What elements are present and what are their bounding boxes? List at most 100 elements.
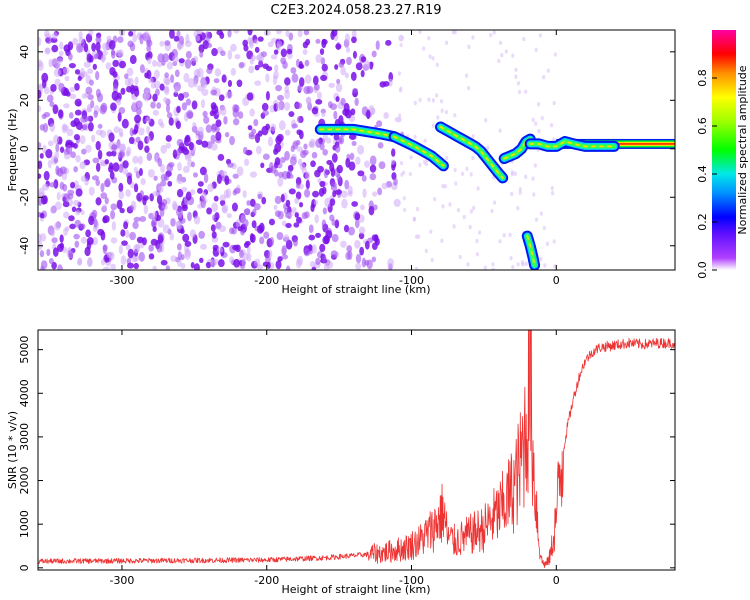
noise-speck [81, 148, 87, 155]
faint-speck [553, 52, 557, 57]
noise-speck [38, 233, 42, 243]
noise-speck [352, 87, 358, 94]
noise-speck [108, 132, 115, 142]
noise-speck [304, 59, 310, 67]
noise-speck [119, 207, 125, 214]
noise-speck [73, 180, 79, 190]
noise-speck [288, 111, 295, 117]
noise-speck [330, 103, 338, 111]
noise-speck [69, 93, 77, 100]
noise-speck [287, 169, 292, 177]
bottom-y-tick-label: 5000 [18, 336, 31, 364]
noise-speck [222, 241, 230, 248]
noise-speck [322, 256, 327, 263]
faint-speck [475, 238, 479, 244]
noise-speck [231, 202, 238, 212]
noise-speck [331, 153, 338, 163]
noise-speck [185, 50, 192, 59]
noise-speck [330, 250, 338, 258]
noise-speck [197, 181, 204, 187]
faint-speck [456, 207, 461, 213]
noise-speck [39, 124, 45, 131]
noise-speck [91, 134, 96, 143]
bottom-y-ticks: 0 1000 2000 3000 4000 5000 [18, 336, 675, 571]
noise-speck [227, 49, 233, 60]
noise-speck [321, 38, 327, 49]
noise-speck [206, 42, 213, 49]
noise-speck [300, 150, 307, 159]
noise-speck [220, 50, 226, 57]
noise-speck [181, 102, 188, 111]
noise-speck [291, 207, 297, 214]
noise-speck [281, 170, 289, 180]
noise-speck [363, 60, 371, 71]
faint-speck [439, 99, 444, 104]
noise-speck [359, 246, 365, 256]
noise-speck [246, 200, 251, 206]
noise-speck [79, 161, 86, 170]
noise-speck [285, 223, 292, 229]
noise-speck [345, 157, 351, 168]
noise-speck [185, 191, 192, 201]
noise-speck [360, 69, 365, 78]
faint-speck [499, 40, 503, 46]
noise-speck [118, 60, 127, 69]
top-y-tick-label: 20 [18, 93, 31, 107]
faint-speck [518, 187, 522, 192]
faint-speck [402, 196, 406, 201]
noise-speck [234, 54, 241, 60]
noise-speck [296, 116, 302, 123]
noise-speck [259, 236, 265, 245]
noise-speck [212, 214, 217, 221]
faint-speck [399, 161, 404, 166]
noise-speck [104, 159, 110, 165]
noise-speck [288, 188, 296, 195]
noise-speck [166, 112, 173, 119]
snr-panel: -300 -200 -100 0 0 1000 2000 3000 4000 5000 Heig… [6, 329, 676, 596]
noise-speck [351, 201, 358, 207]
noise-speck [308, 224, 314, 234]
noise-speck [249, 171, 257, 178]
noise-speck [146, 135, 151, 144]
noise-speck [348, 161, 356, 171]
faint-speck [513, 171, 517, 176]
faint-speck [397, 71, 402, 76]
noise-speck [205, 261, 212, 269]
noise-speck [73, 233, 80, 240]
noise-speck [258, 60, 263, 67]
noise-speck [345, 251, 351, 261]
noise-speck [298, 60, 303, 69]
noise-speck [73, 199, 80, 207]
noise-speck [348, 226, 355, 236]
noise-speck [152, 265, 157, 270]
noise-speck [334, 219, 340, 229]
noise-speck [383, 112, 389, 119]
noise-speck [283, 207, 289, 215]
noise-speck [248, 132, 255, 138]
noise-speck [348, 133, 357, 140]
noise-speck [151, 59, 158, 67]
noise-speck [355, 156, 361, 165]
faint-speck [516, 81, 521, 86]
noise-speck [275, 135, 282, 145]
noise-speck [110, 237, 118, 244]
bottom-y-tick-label: 2000 [18, 467, 31, 495]
noise-speck [152, 109, 159, 116]
noise-speck [178, 217, 186, 224]
noise-speck [91, 42, 97, 52]
noise-speck [376, 120, 383, 128]
noise-speck [177, 162, 182, 172]
faint-speck [403, 207, 407, 213]
noise-speck [281, 245, 287, 256]
noise-speck [315, 54, 322, 64]
noise-speck [263, 231, 270, 239]
faint-speck [398, 113, 402, 118]
noise-speck [54, 78, 61, 87]
noise-speck [265, 90, 270, 101]
noise-speck [253, 203, 261, 211]
top-x-tick-label: 0 [553, 274, 560, 287]
faint-speck [418, 30, 422, 35]
noise-speck [236, 166, 244, 177]
noise-speck [178, 58, 185, 64]
faint-speck [531, 176, 535, 181]
